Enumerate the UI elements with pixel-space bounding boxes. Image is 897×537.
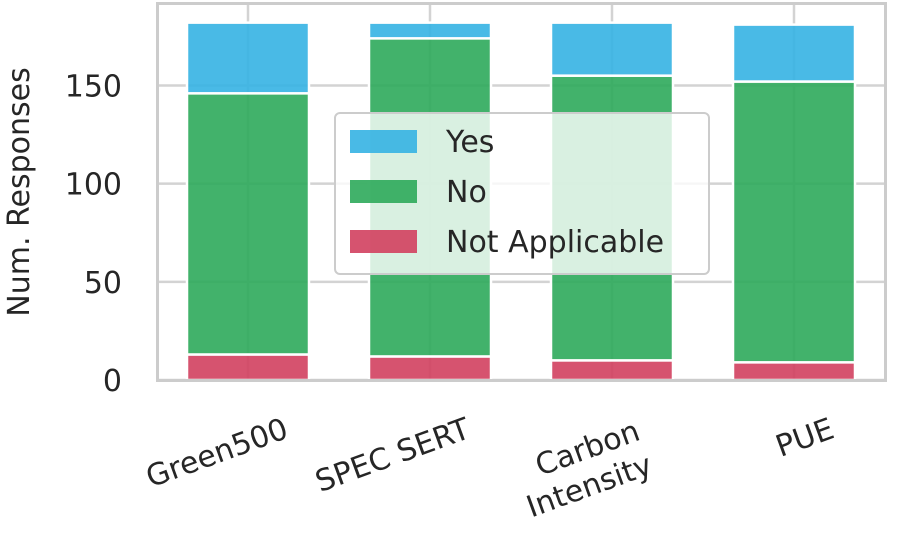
bar-segment-not-applicable [549, 359, 675, 382]
bar-segment-yes [549, 21, 675, 77]
x-tick-label-line: Green500 [142, 412, 293, 496]
legend: Yes No Not Applicable [334, 112, 710, 275]
bar-segment-no [185, 92, 311, 356]
bar-segment-yes [185, 21, 311, 95]
y-tick-label: 50 [84, 266, 122, 301]
y-tick-label: 0 [103, 364, 122, 399]
x-tick-label-line: PUE [771, 412, 838, 465]
x-tick-label: PUE [771, 412, 838, 465]
legend-label: No [446, 175, 487, 210]
bar-segment-not-applicable [185, 353, 311, 382]
bar-segment-not-applicable [367, 355, 493, 382]
legend-swatch [350, 180, 417, 203]
x-tick-label: Green500 [142, 412, 293, 496]
y-axis-title: Num. Responses [2, 67, 37, 316]
legend-swatch [350, 130, 417, 153]
legend-label: Yes [445, 125, 494, 160]
x-tick-label: SPEC SERT [311, 411, 475, 499]
x-tick-label-line: SPEC SERT [311, 411, 475, 499]
x-tick-labels: Green500 SPEC SERT CarbonIntensity PUE [142, 411, 839, 525]
x-tick-label: CarbonIntensity [510, 414, 657, 525]
legend-swatch [350, 230, 417, 253]
y-tick-label: 100 [65, 168, 122, 203]
y-tick-label: 150 [65, 69, 122, 104]
bar-segment-yes [367, 21, 493, 40]
legend-label: Not Applicable [446, 225, 664, 260]
y-tick-labels: 0 50 100 150 [65, 69, 122, 399]
bar-segment-yes [731, 23, 857, 83]
plot-frame [156, 2, 887, 382]
legend-box [334, 112, 710, 275]
bar-segment-no [731, 80, 857, 364]
bar-segment-not-applicable [731, 361, 857, 382]
